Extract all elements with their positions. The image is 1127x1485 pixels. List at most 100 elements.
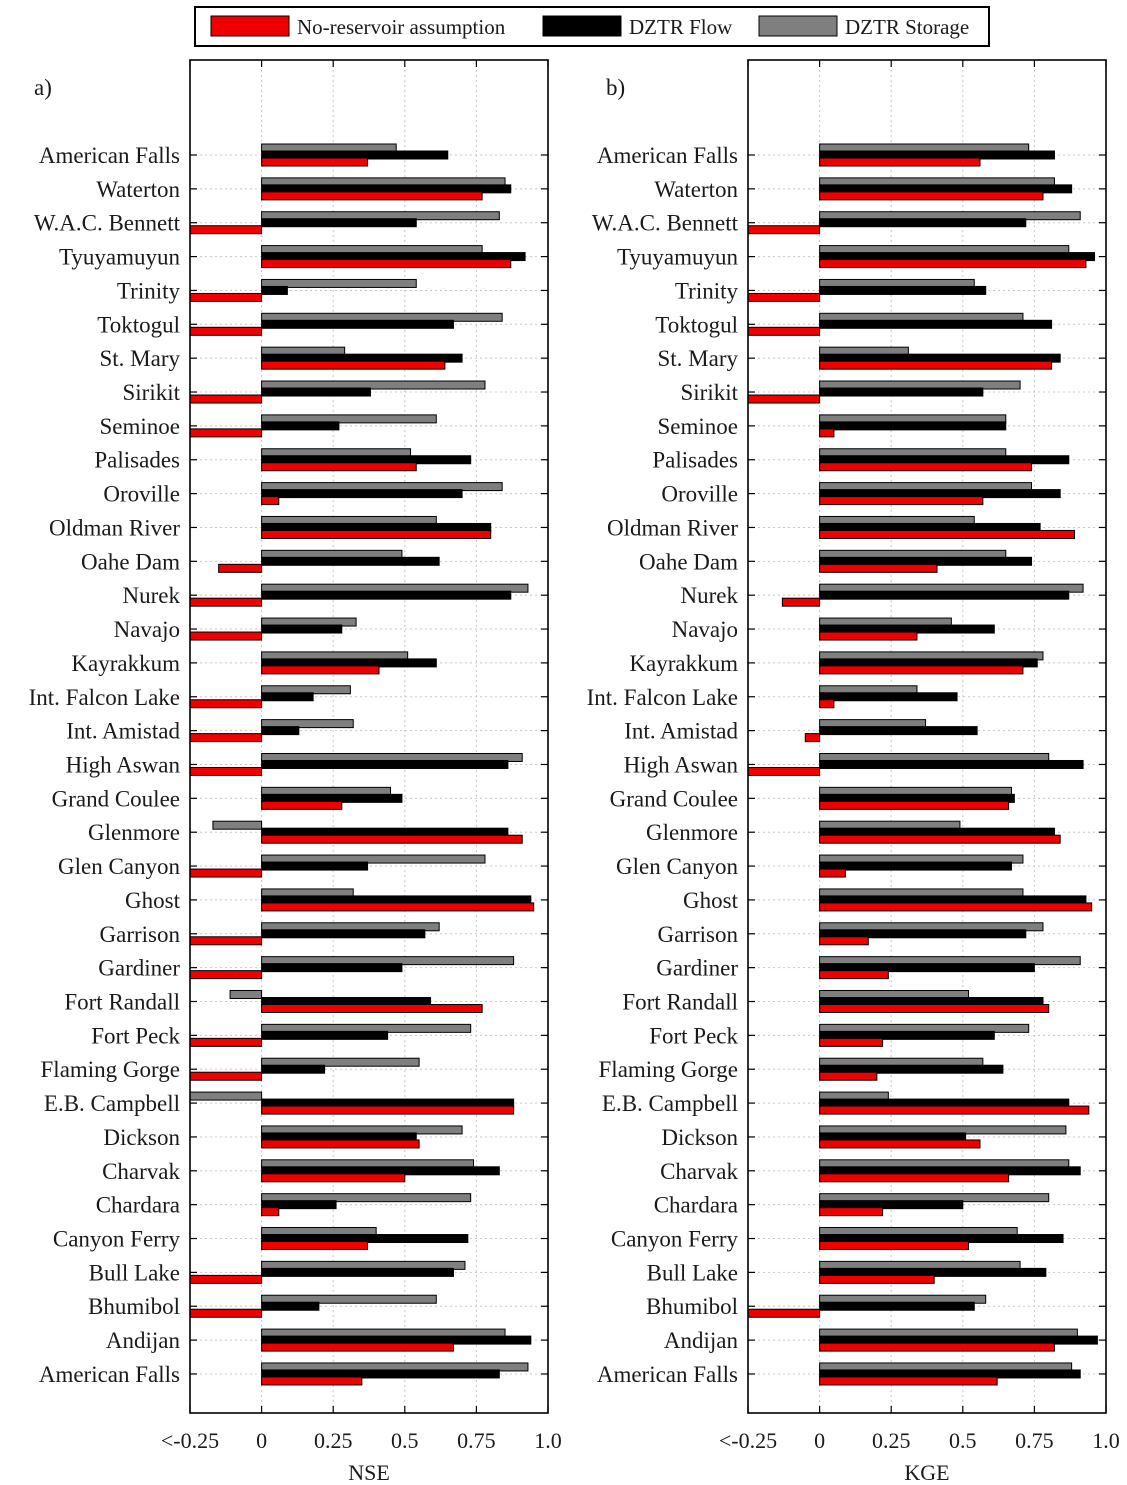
y-tick-label: Flaming Gorge	[41, 1057, 180, 1082]
y-tick-label: Sirikit	[122, 380, 180, 405]
bar-dztr-flow	[261, 726, 300, 736]
bar-no-reservoir-assumption	[261, 360, 446, 370]
y-tick-label: W.A.C. Bennett	[592, 211, 739, 236]
legend-swatch	[542, 15, 622, 37]
bar-dztr-storage	[261, 1294, 437, 1304]
bar-no-reservoir-assumption	[819, 496, 984, 506]
y-tick-label: Nurek	[681, 583, 739, 608]
bar-no-reservoir-assumption	[819, 699, 835, 709]
y-tick-label: Fort Randall	[622, 990, 738, 1015]
legend-label: DZTR Storage	[845, 15, 969, 39]
bar-dztr-flow	[819, 387, 984, 397]
y-tick-label: Garrison	[100, 922, 181, 947]
bar-dztr-flow	[261, 421, 340, 431]
x-tick-label: 0.75	[1015, 1428, 1054, 1453]
y-tick-label: Garrison	[658, 922, 739, 947]
y-tick-label: Trinity	[117, 278, 181, 303]
bar-no-reservoir-assumption	[261, 902, 535, 912]
bar-no-reservoir-assumption	[189, 225, 263, 235]
bar-no-reservoir-assumption	[261, 1376, 363, 1386]
bar-dztr-flow	[819, 692, 958, 702]
bar-no-reservoir-assumption	[747, 292, 821, 302]
bar-no-reservoir-assumption	[819, 360, 1053, 370]
x-tick-label: 0	[256, 1428, 267, 1453]
y-tick-label: Navajo	[672, 617, 738, 642]
y-tick-label: American Falls	[39, 143, 180, 168]
y-tick-label: Bhumibol	[646, 1294, 738, 1319]
y-tick-label: Bull Lake	[89, 1260, 180, 1285]
x-axis-label: NSE	[348, 1460, 390, 1485]
x-tick-label: 0.5	[949, 1428, 977, 1453]
bar-dztr-flow	[819, 218, 1027, 228]
y-tick-label: E.B. Campbell	[602, 1091, 738, 1116]
y-tick-label: Nurek	[123, 583, 181, 608]
bar-dztr-flow	[261, 759, 509, 769]
y-tick-label: American Falls	[39, 1362, 180, 1387]
bar-no-reservoir-assumption	[261, 157, 369, 167]
bar-no-reservoir-assumption	[261, 462, 417, 472]
y-tick-label: Glenmore	[646, 820, 738, 845]
panel-label: a)	[34, 75, 52, 100]
bar-no-reservoir-assumption	[819, 462, 1033, 472]
bar-dztr-flow	[261, 556, 440, 566]
y-tick-label: W.A.C. Bennett	[34, 211, 181, 236]
bar-dztr-flow	[261, 1369, 500, 1379]
bar-no-reservoir-assumption	[261, 800, 343, 810]
bar-dztr-storage	[261, 719, 354, 729]
y-tick-label: Grand Coulee	[610, 786, 738, 811]
bar-dztr-flow	[261, 929, 426, 939]
y-tick-label: Bull Lake	[647, 1260, 738, 1285]
bar-dztr-flow	[261, 387, 371, 397]
x-tick-label: 0.5	[391, 1428, 419, 1453]
x-tick-label: 0.25	[872, 1428, 911, 1453]
y-tick-label: Ghost	[125, 888, 181, 913]
bar-no-reservoir-assumption	[819, 1241, 970, 1251]
y-tick-label: Glenmore	[88, 820, 180, 845]
legend-label: No-reservoir assumption	[297, 15, 506, 39]
y-tick-label: Fort Peck	[91, 1023, 180, 1048]
bar-no-reservoir-assumption	[819, 1071, 878, 1081]
bar-no-reservoir-assumption	[261, 665, 380, 675]
bar-dztr-storage	[261, 278, 417, 288]
bar-no-reservoir-assumption	[189, 1274, 263, 1284]
bar-no-reservoir-assumption	[261, 529, 492, 539]
bar-dztr-flow	[261, 285, 288, 295]
y-tick-label: Tyuyamuyun	[59, 245, 181, 270]
x-tick-label: 0	[814, 1428, 825, 1453]
y-tick-label: Waterton	[654, 177, 738, 202]
bar-dztr-storage	[229, 990, 263, 999]
bar-no-reservoir-assumption	[804, 733, 821, 743]
bar-dztr-flow	[261, 1301, 320, 1311]
y-tick-label: Charvak	[660, 1159, 738, 1184]
bar-no-reservoir-assumption	[189, 733, 263, 743]
bar-dztr-flow	[261, 1267, 454, 1277]
y-tick-label: Grand Coulee	[52, 786, 180, 811]
x-tick-label: 0.25	[314, 1428, 353, 1453]
y-tick-label: Oahe Dam	[639, 549, 738, 574]
legend-swatch	[210, 15, 290, 37]
bar-no-reservoir-assumption	[819, 834, 1061, 844]
x-tick-label: 1.0	[1092, 1428, 1120, 1453]
bar-no-reservoir-assumption	[819, 631, 918, 641]
bar-no-reservoir-assumption	[189, 292, 263, 302]
legend-label: DZTR Flow	[629, 15, 733, 39]
y-tick-label: Chardara	[654, 1193, 738, 1218]
bar-dztr-flow	[819, 1301, 975, 1311]
y-tick-label: St. Mary	[100, 346, 181, 371]
y-tick-label: High Aswan	[624, 752, 739, 777]
bar-no-reservoir-assumption	[819, 1342, 1055, 1352]
bar-dztr-flow	[261, 1030, 389, 1040]
bar-dztr-storage	[261, 1057, 420, 1067]
bar-no-reservoir-assumption	[747, 394, 821, 404]
legend-swatch	[758, 15, 838, 37]
bar-no-reservoir-assumption	[189, 766, 263, 776]
y-tick-label: Toktogul	[97, 312, 180, 337]
y-tick-label: Navajo	[114, 617, 180, 642]
y-tick-label: Sirikit	[680, 380, 738, 405]
y-tick-label: Dickson	[103, 1125, 180, 1150]
y-tick-label: Toktogul	[655, 312, 738, 337]
x-tick-label: <-0.25	[719, 1428, 777, 1453]
bar-no-reservoir-assumption	[819, 529, 1075, 539]
bar-no-reservoir-assumption	[819, 1173, 1010, 1183]
